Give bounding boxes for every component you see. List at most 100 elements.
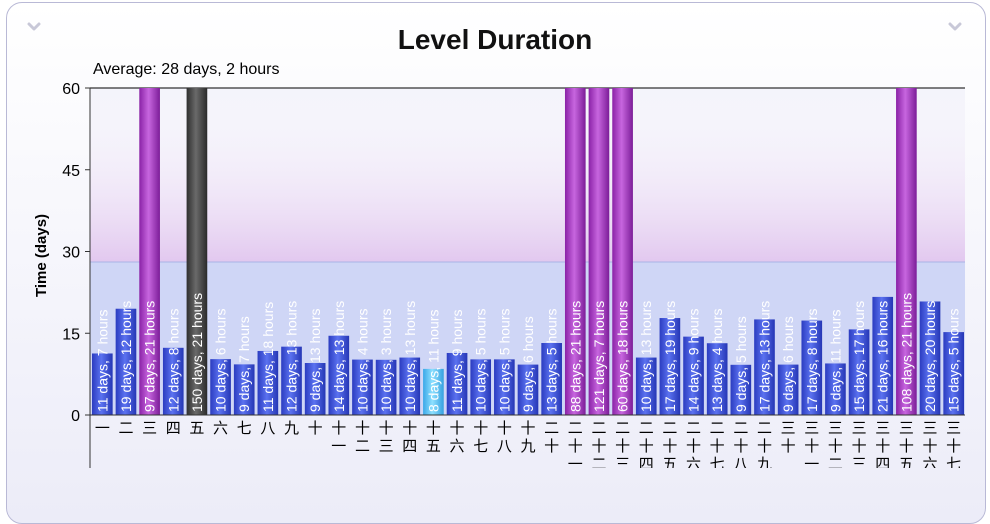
y-tick-label: 45: [62, 163, 80, 180]
average-label: Average: 28 days, 2 hours: [93, 61, 280, 78]
x-tick-label: 十二: [355, 419, 370, 455]
x-tick-label: 五: [189, 419, 204, 437]
bar-data-label: 9 days, 7 hours: [236, 316, 252, 412]
bar: [825, 363, 846, 415]
bar: [257, 350, 279, 415]
x-tick-label: 二十三: [615, 419, 630, 468]
bar-data-label: 150 days, 21 hours: [189, 293, 205, 412]
bar-data-label: 108 days, 21 hours: [898, 293, 914, 412]
bar: [706, 343, 728, 415]
x-tick-label: 三十六: [923, 419, 938, 468]
bar-data-label: 9 days, 11 hours: [827, 310, 843, 412]
x-tick-label: 二十九: [757, 419, 772, 468]
bar-data-label: 21 days, 16 hours: [875, 301, 891, 412]
bar: [470, 359, 492, 415]
bar-data-label: 88 days, 21 hours: [567, 301, 583, 412]
y-tick-label: 0: [71, 408, 80, 425]
bar-data-label: 20 days, 20 hours: [922, 301, 938, 412]
y-axis-label: Time (days): [33, 214, 50, 297]
x-tick-label: 四: [166, 419, 181, 437]
x-tick-label: 十三: [379, 419, 394, 455]
bar-data-label: 10 days, 3 hours: [378, 308, 394, 412]
x-tick-label: 一: [95, 419, 110, 437]
x-tick-label: 三十: [781, 419, 796, 455]
x-tick-label: 二十六: [686, 419, 701, 468]
above-average-band: [90, 88, 965, 262]
bar: [304, 363, 326, 415]
bar-chart: 0 15 30 45 60 Time (days) 11 days, 7 hours 一 19 …: [33, 81, 965, 468]
bar: [352, 359, 373, 415]
bar-data-label: 10 days, 13 hours: [402, 301, 418, 412]
bar-data-label: 11 days, 7 hours: [94, 310, 110, 412]
bar: [730, 364, 752, 415]
x-tick-label: 三十一: [804, 419, 819, 468]
bar-data-label: 9 days, 5 hours: [733, 316, 749, 412]
bar-data-label: 9 days, 6 hours: [520, 316, 536, 412]
bar-data-label: 9 days, 13 hours: [307, 308, 323, 412]
x-tick-label: 六: [213, 419, 228, 437]
bar-data-label: 121 days, 7 hours: [591, 301, 607, 412]
bar-data-label: 11 days, 18 hours: [260, 302, 276, 412]
bar: [683, 336, 704, 415]
bar: [399, 357, 421, 415]
bar-data-label: 60 days, 18 hours: [615, 301, 631, 412]
y-tick-label: 15: [62, 326, 80, 343]
bar-data-label: 17 days, 19 hours: [662, 301, 678, 412]
bar: [139, 88, 160, 415]
x-tick-label: 十五: [426, 419, 441, 455]
bar-data-label: 10 days, 6 hours: [213, 308, 229, 412]
x-tick-label: 八: [260, 419, 275, 437]
bar: [115, 308, 137, 415]
bar-data-label: 10 days, 5 hours: [496, 308, 512, 412]
bar: [92, 353, 113, 415]
bar-data-label: 9 days, 6 hours: [780, 316, 796, 412]
bar-data-label: 17 days, 13 hours: [756, 301, 772, 412]
x-tick-label: 三十七: [946, 419, 961, 468]
bar-data-label: 19 days, 12 hours: [118, 301, 134, 412]
x-tick-label: 十一: [331, 419, 346, 455]
x-tick-label: 九: [284, 419, 299, 437]
x-tick-label: 三十四: [875, 419, 890, 468]
y-tick-label: 60: [62, 81, 80, 98]
x-tick-label: 十: [308, 419, 323, 437]
y-tick-label: 30: [62, 245, 80, 262]
bar: [872, 296, 894, 415]
bar: [446, 352, 468, 415]
x-tick-label: 二十五: [662, 419, 677, 468]
bar-data-label: 17 days, 8 hours: [804, 308, 820, 412]
bar: [233, 364, 255, 415]
bar: [375, 359, 397, 415]
bar-data-label: 12 days, 13 hours: [284, 301, 300, 412]
bar-data-label: 14 days, 13 hours: [331, 301, 347, 412]
x-tick-label: 二十四: [639, 419, 654, 468]
bar-data-label: 15 days, 5 hours: [946, 308, 962, 412]
x-tick-label: 十九: [520, 419, 535, 455]
bar-data-label: 14 days, 9 hours: [686, 308, 702, 412]
bar: [943, 332, 964, 415]
bar: [210, 359, 231, 415]
x-tick-label: 三十三: [852, 419, 867, 468]
bar: [328, 335, 350, 415]
bar-data-label: 15 days, 17 hours: [851, 301, 867, 412]
bar-data-label: 10 days, 4 hours: [354, 308, 370, 412]
bar: [564, 88, 586, 415]
bar: [754, 319, 775, 415]
bar: [777, 364, 799, 415]
x-tick-label: 七: [237, 419, 252, 437]
x-tick-label: 二十一: [568, 419, 583, 468]
bar: [162, 347, 184, 415]
bar: [186, 88, 208, 415]
bar-data-label: 12 days, 8 hours: [165, 308, 181, 412]
bar-data-label: 10 days, 13 hours: [638, 301, 654, 412]
bar: [659, 318, 681, 415]
bar: [517, 364, 539, 415]
bar: [494, 359, 515, 415]
x-tick-label: 二: [118, 419, 133, 437]
bar: [541, 343, 562, 415]
x-tick-label: 十六: [450, 419, 465, 455]
x-tick-label: 三十二: [828, 419, 843, 468]
x-tick-label: 二十八: [733, 419, 748, 468]
collapse-left-chevron-icon[interactable]: [27, 22, 41, 32]
bar: [423, 368, 444, 415]
collapse-right-chevron-icon[interactable]: [948, 22, 962, 32]
